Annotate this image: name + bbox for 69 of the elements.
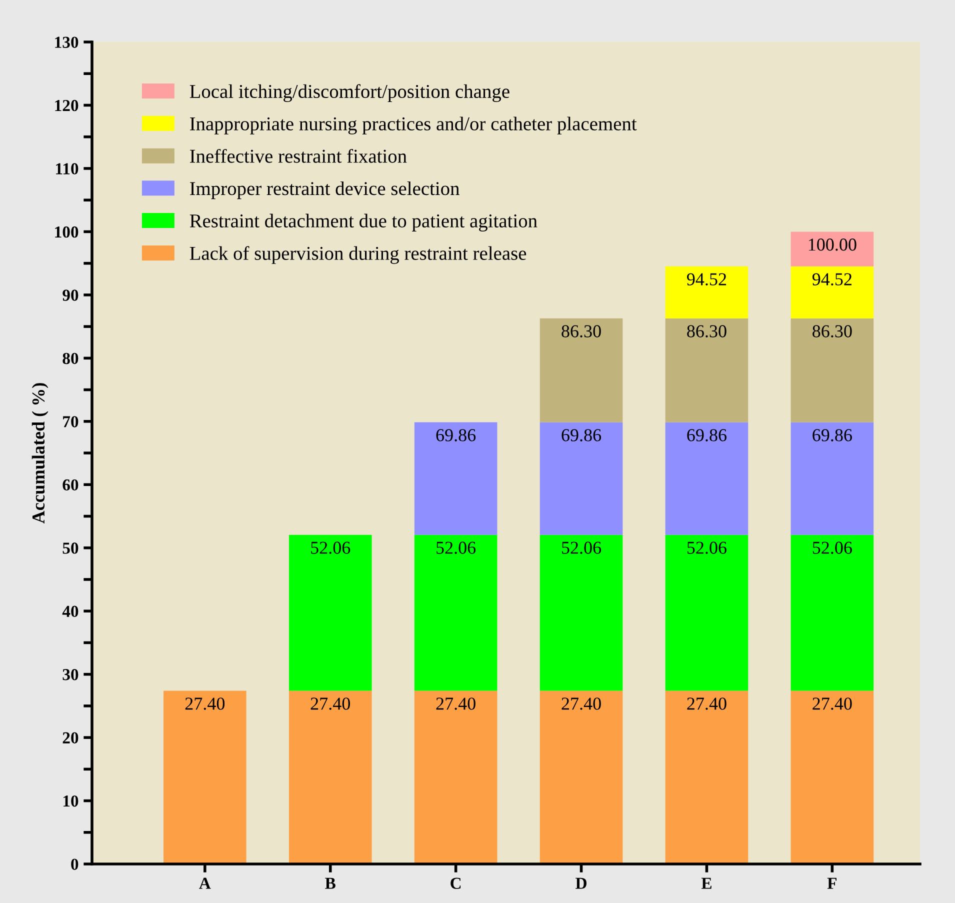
bar (288, 534, 372, 691)
bar (665, 534, 748, 691)
annotation: 27.40 (687, 698, 726, 710)
bar (288, 690, 372, 864)
legend-label: Improper restraint device selection (190, 181, 460, 200)
legend-label: Inappropriate nursing practices and/or catheter placement (190, 116, 637, 134)
x-tick-label: E (701, 878, 712, 889)
y-tick-label: 130 (55, 36, 78, 48)
x-tick-label: B (325, 878, 336, 889)
annotation: 94.52 (686, 273, 726, 286)
legend-label: Ineffective restraint fixation (190, 148, 407, 163)
annotation: 27.40 (812, 698, 852, 710)
bar (665, 318, 748, 422)
annotation: 94.52 (812, 273, 852, 286)
bar (414, 690, 498, 864)
y-tick-label: 120 (55, 100, 78, 112)
y-tick-label: 110 (56, 163, 78, 174)
annotation: 52.06 (562, 542, 602, 554)
annotation: 52.06 (311, 542, 350, 554)
bar (665, 690, 748, 864)
annotation: 69.86 (812, 429, 852, 442)
bar (414, 534, 498, 691)
bar (164, 690, 246, 864)
annotation: 52.06 (812, 542, 852, 554)
bar (790, 690, 874, 864)
annotation: 27.40 (185, 698, 225, 710)
annotation: 52.06 (687, 542, 726, 554)
bar (790, 422, 874, 535)
x-tick-label: A (199, 878, 211, 889)
x-tick-label: F (827, 878, 836, 889)
bar (665, 266, 748, 318)
bar (540, 422, 623, 535)
annotation: 69.86 (562, 429, 602, 442)
y-axis-title: Accumulated ( %) (32, 383, 48, 524)
y-tick-label: 0 (71, 858, 78, 870)
bar (790, 534, 874, 691)
y-tick-label: 90 (62, 290, 78, 301)
y-tick-label: 70 (63, 416, 78, 428)
annotation: 27.40 (310, 698, 350, 710)
bar (414, 422, 498, 535)
annotation: 69.86 (436, 429, 476, 442)
y-tick-label: 40 (62, 606, 78, 618)
legend-label: Restraint detachment due to patient agitation (190, 214, 538, 232)
bar (790, 232, 874, 266)
legend-label: Local itching/discomfort/position change (190, 84, 510, 102)
bar (665, 422, 748, 535)
y-tick-label: 60 (62, 479, 78, 491)
legend-label: Lack of supervision during restraint release (190, 246, 526, 264)
annotation: 100.00 (808, 238, 856, 251)
bar (790, 266, 874, 318)
y-tick-label: 100 (55, 226, 78, 238)
bar (540, 534, 623, 691)
annotation: 27.40 (562, 698, 601, 710)
bar (790, 318, 874, 422)
x-tick-label: D (576, 878, 586, 889)
y-tick-label: 30 (62, 669, 78, 680)
y-tick-label: 80 (62, 352, 78, 364)
bar (540, 318, 623, 422)
bar (540, 690, 623, 864)
annotation: 86.30 (562, 325, 601, 338)
x-tick-label: C (450, 878, 461, 889)
annotation: 52.06 (436, 542, 476, 554)
y-tick-label: 50 (62, 542, 78, 554)
annotation: 86.30 (812, 325, 852, 338)
y-tick-label: 20 (62, 732, 78, 744)
annotation: 86.30 (687, 325, 726, 338)
annotation: 69.86 (687, 429, 726, 442)
y-tick-label: 10 (63, 795, 78, 807)
annotation: 27.40 (436, 698, 476, 710)
